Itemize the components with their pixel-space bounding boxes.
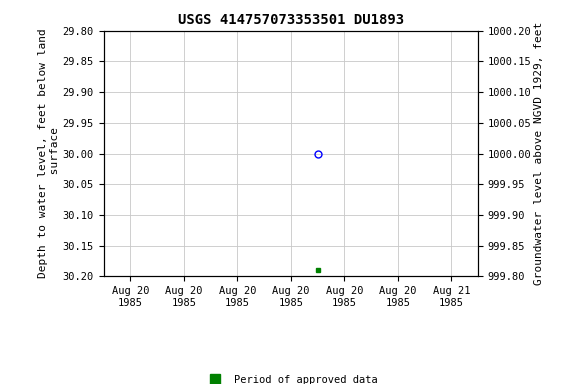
Y-axis label: Depth to water level, feet below land
 surface: Depth to water level, feet below land su… bbox=[39, 29, 60, 278]
Title: USGS 414757073353501 DU1893: USGS 414757073353501 DU1893 bbox=[178, 13, 404, 27]
Legend: Period of approved data: Period of approved data bbox=[200, 371, 381, 384]
Y-axis label: Groundwater level above NGVD 1929, feet: Groundwater level above NGVD 1929, feet bbox=[535, 22, 544, 285]
